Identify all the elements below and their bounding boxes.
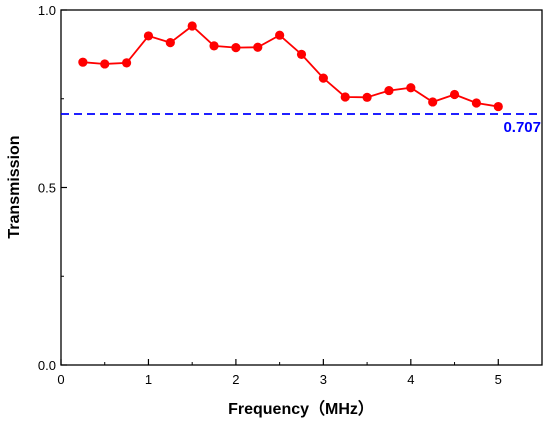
y-tick-label: 0.0 [38,358,56,373]
data-point [296,49,307,59]
data-point [406,83,416,93]
x-tick-label: 5 [495,372,502,387]
data-point [100,59,110,69]
data-point [78,57,88,67]
reference-line-label: 0.707 [503,119,541,136]
data-point [362,92,372,102]
data-point [340,92,350,102]
y-axis-title: Transmission [6,135,23,238]
data-point [384,85,394,96]
x-tick-label: 2 [232,372,239,387]
data-point [428,97,438,107]
x-tick-label: 0 [57,372,64,387]
data-point [165,38,175,48]
reference-line-group: 0.707 [61,113,542,136]
y-tick-label: 1.0 [38,3,56,18]
data-point [209,41,219,51]
y-tick-label: 0.5 [38,181,56,196]
x-tick-label: 1 [145,372,152,387]
y-axis-ticks: 0.0 0.5 1.0 [38,3,67,373]
plot-frame [60,9,543,366]
series-group [78,21,503,112]
data-point [143,31,154,41]
data-point [449,89,460,100]
x-axis-title: Frequency（MHz） [228,400,374,418]
data-point [275,30,285,40]
x-axis-ticks: 0 1 2 3 4 5 [57,359,502,387]
data-point [471,98,482,108]
x-tick-label: 4 [407,372,414,387]
data-point [253,42,263,52]
x-tick-label: 3 [320,372,327,387]
data-point [187,21,197,31]
data-point [318,73,328,83]
data-point [231,43,241,53]
data-point [121,58,132,68]
data-point [493,101,503,112]
